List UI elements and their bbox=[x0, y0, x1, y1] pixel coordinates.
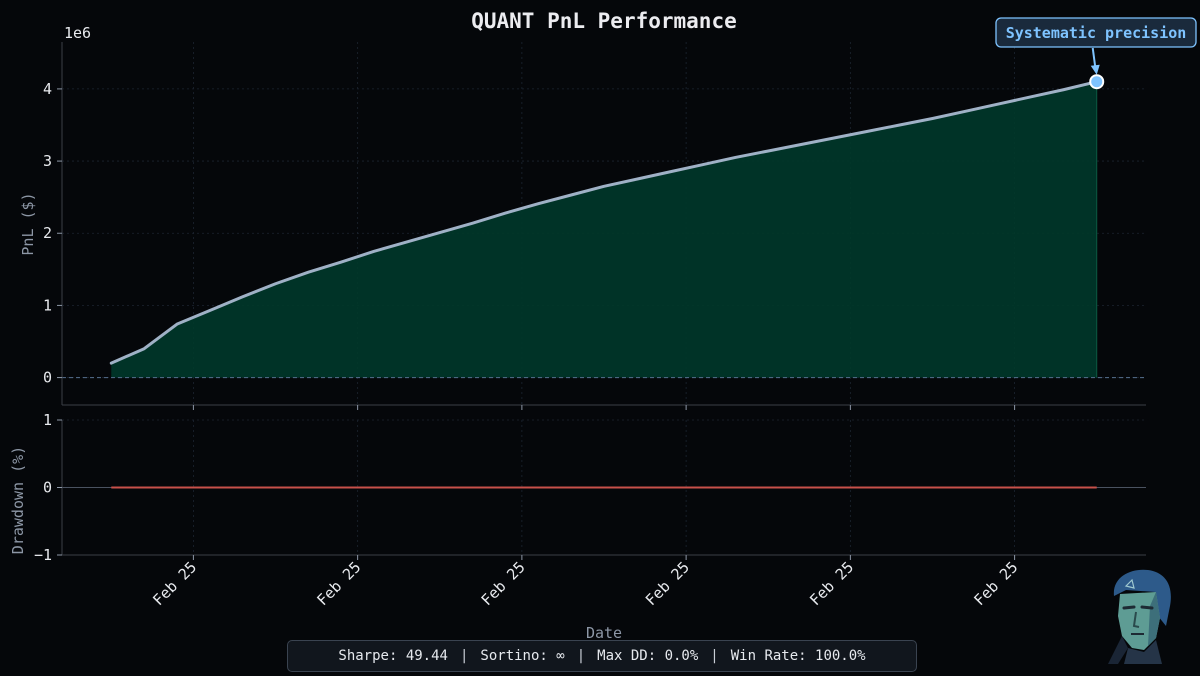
pnl-y-ticks: 0 1 2 3 4 bbox=[43, 80, 62, 387]
annotation-box bbox=[995, 17, 1197, 48]
x-tick-label: Feb 25 bbox=[478, 558, 529, 609]
y-tick-label: 0 bbox=[43, 479, 52, 497]
x-tick-label: Feb 25 bbox=[806, 558, 857, 609]
drawdown-y-axis-label: Drawdown (%) bbox=[9, 446, 27, 554]
y-scale-label: 1e6 bbox=[64, 24, 91, 42]
annotation-arrowhead bbox=[1090, 64, 1100, 75]
drawdown-panel: 10−1 Feb 25 Feb 25 Feb 25 Feb 25 Feb 25 Feb 2… bbox=[9, 411, 1146, 642]
pnl-x-tick-marks bbox=[192, 405, 1016, 410]
pnl-line bbox=[109, 80, 1099, 365]
y-tick-label: 0 bbox=[43, 369, 52, 387]
y-tick-label: 1 bbox=[43, 411, 52, 429]
pnl-area-fill bbox=[111, 81, 1097, 378]
y-tick-label: 1 bbox=[43, 296, 52, 314]
x-tick-label: Feb 25 bbox=[642, 558, 693, 609]
pnl-panel: 0 1 2 3 4 1e6 PnL ($) Systematic precision bbox=[19, 17, 1197, 410]
y-tick-label: 4 bbox=[43, 80, 52, 98]
x-tick-label: Feb 25 bbox=[149, 558, 200, 609]
pnl-y-axis-label: PnL ($) bbox=[19, 192, 37, 255]
annotation: Systematic precision bbox=[995, 17, 1197, 90]
stat-sharpe: Sharpe: 49.44 bbox=[338, 648, 448, 664]
x-axis-label: Date bbox=[586, 624, 622, 642]
stat-max-dd: Max DD: 0.0% bbox=[597, 648, 699, 664]
stat-sortino: Sortino: ∞ bbox=[480, 648, 565, 664]
stat-separator: | bbox=[459, 648, 469, 664]
drawdown-x-ticks: Feb 25 Feb 25 Feb 25 Feb 25 Feb 25 Feb 25 bbox=[149, 555, 1021, 609]
y-tick-label: −1 bbox=[34, 546, 52, 564]
drawdown-y-ticks: 1 0 −1 bbox=[34, 411, 62, 564]
annotation-text: Systematic precision bbox=[1006, 24, 1187, 42]
stat-win-rate: Win Rate: 100.0% bbox=[730, 648, 866, 664]
chart-title: QUANT PnL Performance bbox=[471, 9, 737, 33]
stat-separator: | bbox=[576, 648, 586, 664]
stat-separator: | bbox=[710, 648, 719, 664]
final-pnl-marker bbox=[1089, 74, 1105, 90]
y-tick-label: 2 bbox=[43, 224, 52, 242]
stats-bar: Sharpe: 49.44 | Sortino: ∞ | Max DD: 0.0… bbox=[287, 640, 917, 672]
x-tick-label: Feb 25 bbox=[313, 558, 364, 609]
x-tick-label: Feb 25 bbox=[970, 558, 1021, 609]
avatar-icon bbox=[1108, 569, 1171, 664]
y-tick-label: 3 bbox=[43, 152, 52, 170]
